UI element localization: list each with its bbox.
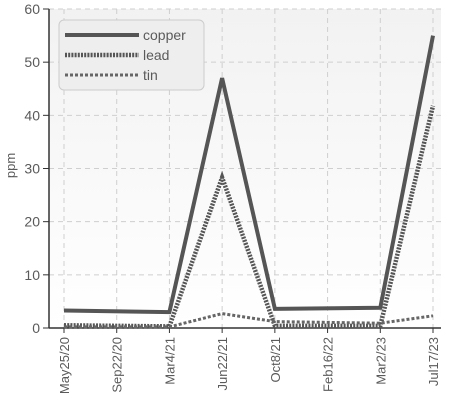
x-tick-label: Jul17/23 [426,337,441,386]
x-tick-label: Mar2/23 [373,337,388,385]
y-tick-label: 30 [24,161,40,177]
legend-label-tin: tin [143,67,158,83]
y-tick-label: 20 [24,214,40,230]
x-tick-label: Jun22/21 [215,337,230,391]
series-line-tin [64,312,434,329]
series-lines [63,35,436,329]
legend-box [58,19,205,91]
y-tick-label: 0 [32,320,40,336]
y-axis-ticks: 0 10 20 30 40 50 60 [24,1,49,336]
y-tick-label: 10 [24,267,40,283]
legend-label-lead: lead [143,47,169,63]
x-tick-label: May25/20 [57,337,72,394]
grid [49,8,441,328]
x-tick-label: Mar4/21 [162,337,177,385]
y-tick-label: 60 [24,1,40,17]
y-tick-label: 40 [24,107,40,123]
legend: copper lead tin [58,19,205,91]
y-tick-label: 50 [24,54,40,70]
x-tick-label: Oct8/21 [268,337,283,383]
x-axis-ticks: May25/20 Sep22/20 Mar4/21 Jun22/21 Oct8/21 Fe… [57,328,441,394]
legend-label-copper: copper [143,27,186,43]
y-axis-label: ppm [3,153,18,178]
x-tick-label: Sep22/20 [110,337,125,393]
x-tick-label: Feb16/22 [321,337,336,392]
series-line-copper [63,35,435,315]
